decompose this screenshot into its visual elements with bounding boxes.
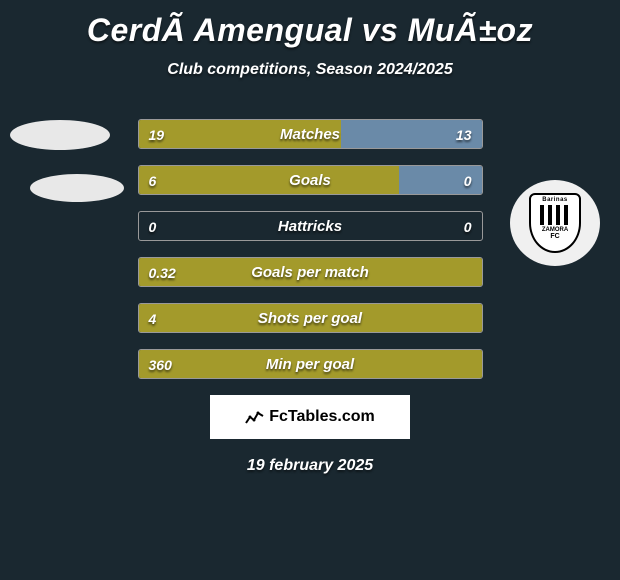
team-left-logo (10, 120, 124, 202)
chart-icon (245, 409, 265, 425)
bar-value-left: 360 (149, 350, 172, 379)
bar-label: Goals per match (139, 258, 482, 287)
bar-label: Matches (139, 120, 482, 149)
bar-row: Shots per goal4 (138, 303, 483, 333)
bar-value-left: 4 (149, 304, 157, 333)
bar-value-left: 19 (149, 120, 165, 149)
ellipse-shape (10, 120, 110, 150)
footer-badge: FcTables.com (210, 395, 410, 439)
footer-badge-text: FcTables.com (269, 408, 375, 426)
shield-fc-text: FC (550, 233, 559, 240)
footer-date: 19 february 2025 (0, 457, 620, 475)
bar-value-right: 0 (464, 212, 472, 241)
ellipse-shape (30, 174, 124, 202)
page-title: CerdÃ Amengual vs MuÃ±oz (0, 0, 620, 49)
bar-label: Goals (139, 166, 482, 195)
page-subtitle: Club competitions, Season 2024/2025 (0, 61, 620, 79)
shield-top-text: Barinas (542, 197, 568, 203)
bar-row: Matches19 13 (138, 119, 483, 149)
bar-row: Goals per match0.32 (138, 257, 483, 287)
comparison-bars: Matches1913Goals60Hattricks00Goals per m… (138, 119, 483, 379)
bar-row: Hattricks0 0 (138, 211, 483, 241)
shield-stripes (540, 205, 570, 225)
bar-value-left: 0 (149, 212, 157, 241)
bar-value-left: 6 (149, 166, 157, 195)
shield-icon: Barinas ZAMORA FC (529, 193, 581, 253)
bar-value-right: 13 (456, 120, 472, 149)
bar-value-left: 0.32 (149, 258, 176, 287)
bar-label: Min per goal (139, 350, 482, 379)
bar-value-right: 0 (464, 166, 472, 195)
team-right-logo: Barinas ZAMORA FC (510, 180, 600, 266)
bar-row: Min per goal360 (138, 349, 483, 379)
logo-circle: Barinas ZAMORA FC (510, 180, 600, 266)
bar-row: Goals6 0 (138, 165, 483, 195)
bar-label: Shots per goal (139, 304, 482, 333)
bar-label: Hattricks (139, 212, 482, 241)
